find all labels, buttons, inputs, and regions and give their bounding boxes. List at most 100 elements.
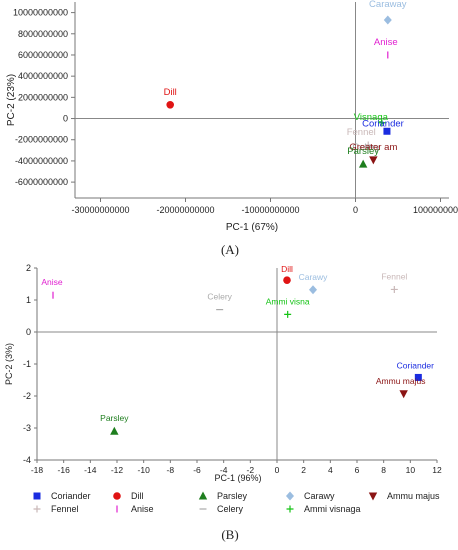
point-label: Fennel <box>381 271 407 281</box>
data-point <box>309 285 317 295</box>
legend-marker <box>33 505 41 513</box>
x-tick-label: 6 <box>355 465 360 475</box>
y-axis-label: PC-2 (23%) <box>6 74 17 126</box>
point-group: Fennel <box>381 271 407 293</box>
point-group: Ammu majus <box>376 376 426 399</box>
x-tick-label: 8 <box>381 465 386 475</box>
legend-marker <box>198 491 208 500</box>
data-point <box>358 159 368 168</box>
x-tick-label: -10 <box>138 465 151 475</box>
point-group: Visnaga <box>354 112 389 127</box>
x-tick-label: 2 <box>301 465 306 475</box>
legend-entry: Parsley <box>198 491 248 501</box>
y-tick-label: 0 <box>26 327 31 337</box>
legend-entry: Anise <box>116 504 154 514</box>
point-label: Anise <box>374 37 398 48</box>
point-label: Dill <box>281 264 293 274</box>
legend-entry: Coriander <box>33 491 91 501</box>
legend-entry: Fennel <box>33 504 79 514</box>
x-tick-label: -16 <box>58 465 71 475</box>
y-tick-label: 2000000000 <box>18 92 68 102</box>
legend-marker <box>113 492 121 500</box>
legend-label: Carawy <box>304 491 335 501</box>
point-label: Celery <box>207 292 232 302</box>
pca-chart-b: 210-1-2-3-4-18 -16 -14 -12 -10 -8 -6 -4 -2 0 2 4 6 8 1… <box>4 263 442 514</box>
point-group: Celery <box>352 142 380 153</box>
x-tick-label: -20000000000 <box>156 205 214 215</box>
point-label: Parsley <box>347 146 379 157</box>
data-point <box>283 276 291 284</box>
point-label: Visnaga <box>354 112 389 123</box>
legend-entry: Ammu majus <box>368 491 440 501</box>
point-group: Parsley <box>100 413 129 435</box>
x-tick-label: -14 <box>84 465 97 475</box>
data-point <box>166 100 174 109</box>
data-point <box>383 127 391 135</box>
data-point <box>110 426 119 435</box>
y-tick-label: -2000000000 <box>15 135 68 145</box>
point-label: Coriander <box>362 118 404 129</box>
legend-label: Anise <box>131 504 154 514</box>
x-tick-label: -6 <box>193 465 201 475</box>
y-tick-label: 1 <box>26 295 31 305</box>
caption-a: (A) <box>220 242 240 257</box>
x-axis-label: PC-1 (67%) <box>226 222 278 233</box>
data-point <box>390 285 398 293</box>
y-tick-label: 8000000000 <box>18 29 68 39</box>
point-label: Ammu majus <box>376 376 426 386</box>
y-axis-label: PC-2 (3%) <box>4 343 14 385</box>
legend-marker <box>368 492 378 501</box>
point-label: Caraway <box>369 0 407 10</box>
y-tick-label: -3 <box>23 423 31 433</box>
x-tick-label: 4 <box>328 465 333 475</box>
legend-label: Coriander <box>51 491 91 501</box>
legend-label: Parsley <box>217 491 248 501</box>
y-tick-label: 6000000000 <box>18 50 68 60</box>
point-label: Greater am <box>349 142 397 153</box>
data-point <box>399 390 408 399</box>
point-label: Ammi visna <box>266 296 310 306</box>
legend-label: Dill <box>131 491 144 501</box>
y-tick-label: 10000000000 <box>13 8 68 18</box>
data-point <box>383 15 392 25</box>
y-tick-label: -4 <box>23 455 31 465</box>
legend-entry: Celery <box>199 504 244 514</box>
point-group: Parsley <box>347 146 379 168</box>
point-group: Coriander <box>362 118 404 135</box>
data-point <box>378 119 386 127</box>
point-label: Coriander <box>397 360 434 370</box>
y-tick-label: -2 <box>23 391 31 401</box>
legend-label: Ammu majus <box>387 491 440 501</box>
point-label: Parsley <box>100 413 129 423</box>
point-label: Carawy <box>299 272 329 282</box>
y-tick-label: -6000000000 <box>15 177 68 187</box>
legend-label: Fennel <box>51 504 79 514</box>
y-tick-label: -1 <box>23 359 31 369</box>
legend-marker <box>286 505 294 513</box>
legend-marker <box>286 491 294 501</box>
point-group: Anise <box>41 277 63 299</box>
point-label: Fennel <box>347 127 376 138</box>
caption-b: (B) <box>221 527 239 542</box>
x-axis-label: PC-1 (96%) <box>214 473 261 483</box>
y-tick-label: 2 <box>26 263 31 273</box>
pca-chart-a: 10000000000 8000000000 6000000000 400000000… <box>6 0 458 233</box>
x-tick-label: 0 <box>353 205 358 215</box>
legend-label: Ammi visnaga <box>304 504 361 514</box>
point-group: Celery <box>207 292 233 311</box>
point-group: Ammi visna <box>266 296 310 318</box>
point-label: Dill <box>164 87 177 98</box>
legend-label: Celery <box>217 504 244 514</box>
x-tick-label: 0 <box>275 465 280 475</box>
legend-entry: Dill <box>113 491 144 501</box>
y-tick-label: 4000000000 <box>18 71 68 81</box>
data-point <box>414 373 422 381</box>
point-label: Anise <box>41 277 63 287</box>
point-group: Anise <box>374 37 398 59</box>
data-point <box>284 310 292 318</box>
point-group: Coriander <box>397 360 434 381</box>
x-tick-label: -2 <box>247 465 255 475</box>
x-tick-label: -12 <box>111 465 124 475</box>
x-tick-label: 10000000000 <box>413 205 458 215</box>
